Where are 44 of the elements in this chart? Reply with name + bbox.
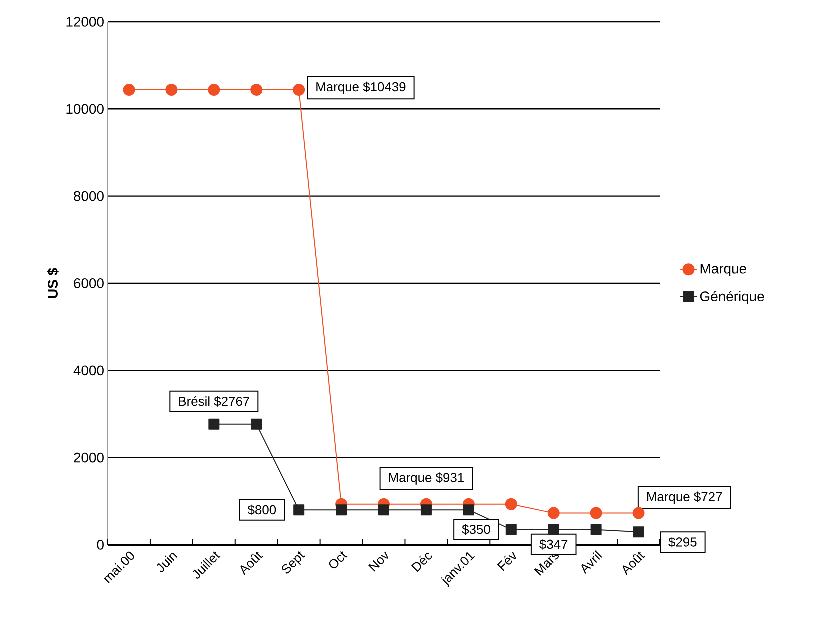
point <box>293 84 306 96</box>
x-tick-label: Oct <box>329 551 348 569</box>
point <box>548 507 560 520</box>
point <box>378 504 390 516</box>
point <box>633 526 644 538</box>
point <box>208 418 220 430</box>
y-tick-label: 0 <box>97 540 104 550</box>
point <box>590 507 602 520</box>
annotation: Marque $931 <box>389 472 464 485</box>
annotation: $800 <box>248 504 276 516</box>
x-tick-label: Nov <box>368 551 388 572</box>
point <box>506 524 517 536</box>
point <box>336 504 348 516</box>
x-tick-label: Juin <box>157 553 178 572</box>
annotation: $347 <box>540 539 568 550</box>
annotation: Marque $727 <box>647 492 722 504</box>
point <box>251 418 262 430</box>
point <box>420 504 432 516</box>
y-tick-label: 12000 <box>66 17 104 27</box>
y-tick-label: 6000 <box>74 278 104 288</box>
point <box>166 84 178 96</box>
point <box>505 498 518 510</box>
point <box>632 507 645 520</box>
annotation: Brésil $2767 <box>179 396 250 407</box>
x-tick-label: Mars <box>534 552 560 576</box>
y-tick-label: 2000 <box>74 452 104 463</box>
point <box>463 504 474 516</box>
annotation: Marque $10439 <box>316 82 406 94</box>
y-tick-label: 4000 <box>74 366 104 376</box>
y-tick-label: 10000 <box>66 104 104 114</box>
point <box>294 504 305 516</box>
point <box>590 524 602 536</box>
point <box>548 524 560 536</box>
point <box>250 84 263 96</box>
legend-label: Marque <box>700 264 746 277</box>
x-tick-label: Déc <box>411 553 432 572</box>
legend-label: Générique <box>700 291 764 304</box>
point <box>208 84 220 96</box>
y-tick-label: 8000 <box>74 191 104 202</box>
text: $295 <box>668 537 697 548</box>
y-axis-title: US $ <box>47 268 59 298</box>
x-tick-label: Fév <box>497 552 516 572</box>
point <box>123 84 136 96</box>
annotation: $350 <box>462 524 490 535</box>
